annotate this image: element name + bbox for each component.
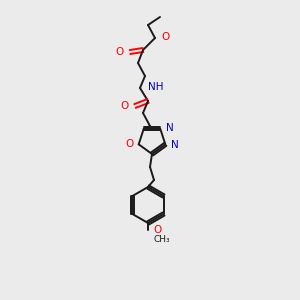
Text: N: N (166, 123, 174, 133)
Text: NH: NH (148, 82, 164, 92)
Text: O: O (125, 139, 134, 149)
Text: O: O (153, 225, 161, 235)
Text: O: O (161, 32, 169, 42)
Text: O: O (121, 101, 129, 111)
Text: CH₃: CH₃ (153, 236, 169, 244)
Text: O: O (116, 47, 124, 57)
Text: N: N (171, 140, 179, 150)
